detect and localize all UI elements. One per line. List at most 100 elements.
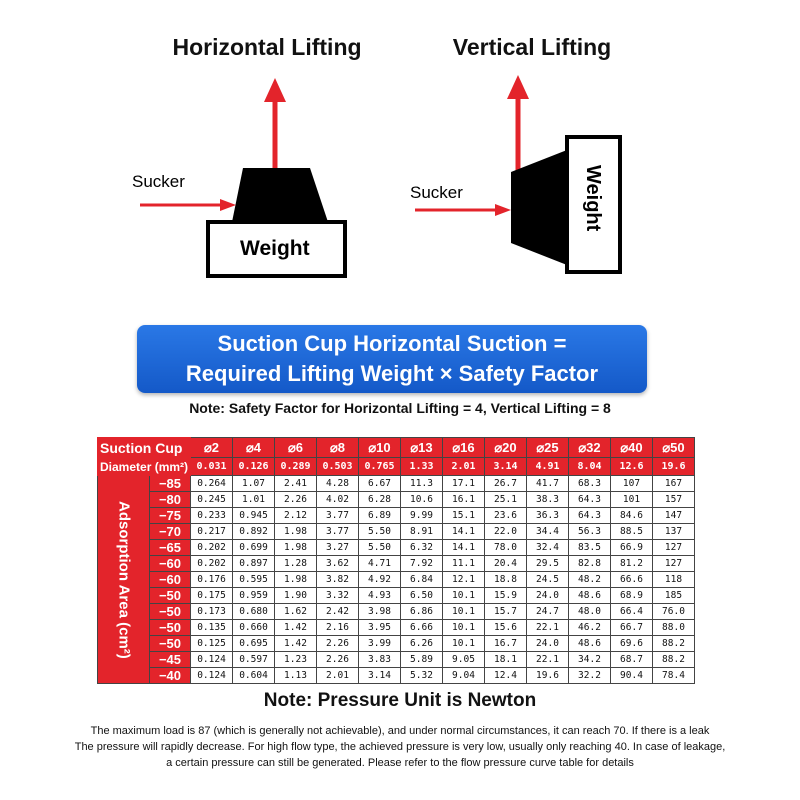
table-cell: 6.32 (400, 539, 443, 556)
table-cell: 0.202 (190, 539, 233, 556)
table-cell: 0.959 (232, 587, 275, 604)
table-cell: 23.6 (484, 507, 527, 524)
table-cell: 68.7 (610, 651, 653, 668)
table-cell: 88.2 (652, 635, 695, 652)
table-cell: 0.176 (190, 571, 233, 588)
table-cell: 3.32 (316, 587, 359, 604)
table-cell: 22.1 (526, 651, 569, 668)
table-cell: 24.7 (526, 603, 569, 620)
area-value: 3.14 (484, 457, 527, 476)
table-cell: 22.1 (526, 619, 569, 636)
table-cell: 76.0 (652, 603, 695, 620)
area-value: 0.765 (358, 457, 401, 476)
table-cell: 127 (652, 555, 695, 572)
area-label: Diameter (mm²) (97, 457, 191, 476)
table-cell: 1.07 (232, 475, 275, 492)
table-cell: 2.12 (274, 507, 317, 524)
table-cell: 3.62 (316, 555, 359, 572)
table-row: −60 0.176 0.595 1.98 3.82 4.92 6.84 12.1 18.8 24.… (98, 571, 695, 588)
table-cell: 3.82 (316, 571, 359, 588)
table-cell: 167 (652, 475, 695, 492)
table-cell: 88.0 (652, 619, 695, 636)
table-cell: 5.50 (358, 539, 401, 556)
diameter-header: ⌀25 (526, 437, 569, 458)
table-cell: 9.99 (400, 507, 443, 524)
table-cell: 3.99 (358, 635, 401, 652)
table-row: −80 0.245 1.01 2.26 4.02 6.28 10.6 16.1 25.1 38.3… (98, 491, 695, 508)
table-cell: 9.04 (442, 667, 485, 684)
table-cell: 2.26 (316, 651, 359, 668)
area-value: 12.6 (610, 457, 653, 476)
table-cell: 4.02 (316, 491, 359, 508)
table-cell: 6.50 (400, 587, 443, 604)
table-cell: 90.4 (610, 667, 653, 684)
table-cell: 3.27 (316, 539, 359, 556)
area-value: 0.126 (232, 457, 275, 476)
table-cell: 15.6 (484, 619, 527, 636)
table-row: −50 0.175 0.959 1.90 3.32 4.93 6.50 10.1 15.9 24.… (98, 587, 695, 604)
horizontal-lifting-diagram (140, 78, 347, 278)
pressure-value: −50 (149, 587, 191, 604)
table-cell: 0.124 (190, 651, 233, 668)
table-cell: 32.4 (526, 539, 569, 556)
table-cell: 22.0 (484, 523, 527, 540)
table-cell: 16.1 (442, 491, 485, 508)
table-cell: 5.32 (400, 667, 443, 684)
diameter-header: ⌀6 (274, 437, 317, 458)
weight-label: Weight (240, 237, 310, 260)
pressure-value: −50 (149, 603, 191, 620)
weight-box (206, 220, 347, 278)
pressure-value: −50 (149, 619, 191, 636)
area-value: 0.031 (190, 457, 233, 476)
suction-table: Suction Cup ⌀2 ⌀4 ⌀6 ⌀8 ⌀10 ⌀13 ⌀16 ⌀20 ⌀25 ⌀32 ⌀40… (97, 437, 695, 684)
table-cell: 2.26 (316, 635, 359, 652)
vertical-lifting-title: Vertical Lifting (452, 34, 612, 60)
table-cell: 88.5 (610, 523, 653, 540)
table-cell: 0.595 (232, 571, 275, 588)
table-cell: 4.93 (358, 587, 401, 604)
diameter-header: ⌀13 (400, 437, 443, 458)
table-cell: 78.0 (484, 539, 527, 556)
table-cell: 64.3 (568, 507, 611, 524)
table-cell: 24.5 (526, 571, 569, 588)
table-cell: 1.23 (274, 651, 317, 668)
table-cell: 6.89 (358, 507, 401, 524)
table-cell: 0.233 (190, 507, 233, 524)
table-cell: 6.66 (400, 619, 443, 636)
table-cell: 0.695 (232, 635, 275, 652)
table-cell: 66.4 (610, 603, 653, 620)
table-cell: 6.67 (358, 475, 401, 492)
table-cell: 3.77 (316, 507, 359, 524)
table-cell: 66.6 (610, 571, 653, 588)
table-cell: 1.62 (274, 603, 317, 620)
table-row: −50 0.173 0.680 1.62 2.42 3.98 6.86 10.1 15.7 24.… (98, 603, 695, 620)
diameter-header: ⌀10 (358, 437, 401, 458)
table-cell: 6.26 (400, 635, 443, 652)
table-cell: 0.125 (190, 635, 233, 652)
table-cell: 10.6 (400, 491, 443, 508)
table-cell: 0.699 (232, 539, 275, 556)
table-cell: 7.92 (400, 555, 443, 572)
diameter-header: ⌀4 (232, 437, 275, 458)
table-cell: 24.0 (526, 635, 569, 652)
table-cell: 0.945 (232, 507, 275, 524)
table-cell: 64.3 (568, 491, 611, 508)
paragraph-line: The maximum load is 87 (which is general… (90, 725, 710, 737)
table-cell: 185 (652, 587, 695, 604)
table-cell: 118 (652, 571, 695, 588)
table-cell: 14.1 (442, 523, 485, 540)
table-cell: 2.16 (316, 619, 359, 636)
table-cell: 1.98 (274, 571, 317, 588)
pressure-value: −60 (149, 555, 191, 572)
table-row: −50 0.135 0.660 1.42 2.16 3.95 6.66 10.1 15.6 22.… (98, 619, 695, 636)
area-header-row: Diameter (mm²) 0.031 0.126 0.289 0.503 0.765 1… (97, 457, 695, 476)
paragraph-line: The pressure will rapidly decrease. For … (74, 741, 726, 753)
table-cell: 48.0 (568, 603, 611, 620)
table-cell: 10.1 (442, 587, 485, 604)
table-cell: 1.90 (274, 587, 317, 604)
table-cell: 0.245 (190, 491, 233, 508)
diameter-header: ⌀32 (568, 437, 611, 458)
table-cell: 10.1 (442, 619, 485, 636)
pressure-value: −65 (149, 539, 191, 556)
diameter-header: ⌀40 (610, 437, 653, 458)
